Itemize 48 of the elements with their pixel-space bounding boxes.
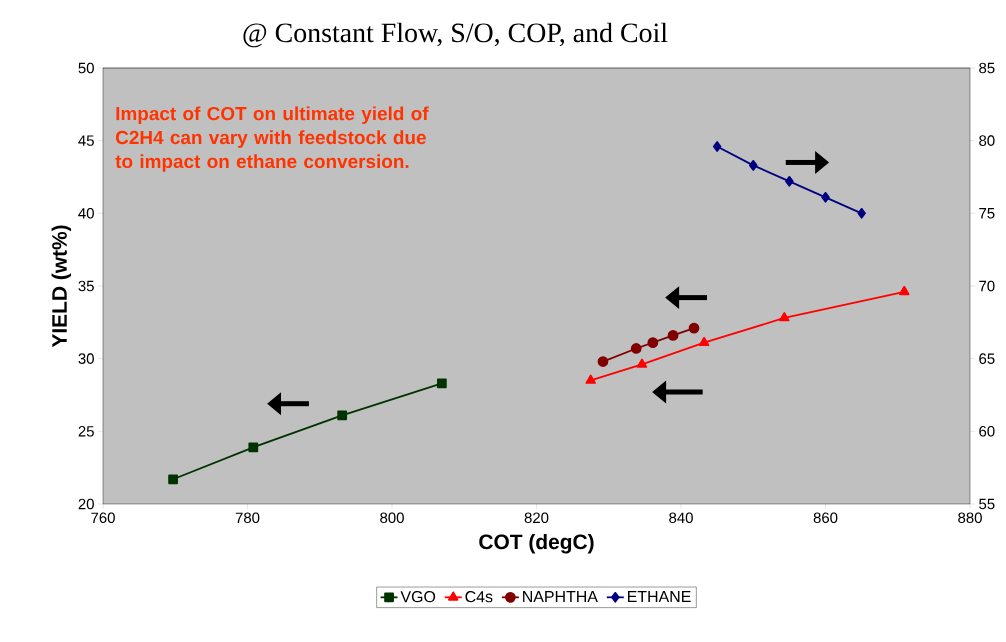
- y-tick-label: 30: [78, 353, 94, 364]
- point: [168, 474, 178, 485]
- x-tick-label: 840: [669, 512, 693, 524]
- y-tick-label: 40: [78, 208, 94, 219]
- point: [712, 141, 722, 152]
- y-tick-label: 45: [78, 135, 94, 146]
- x-tick-label: 760: [91, 512, 115, 524]
- point: [821, 191, 830, 203]
- chart-title: @ Constant Flow, S/O, COP, and Coil: [243, 22, 668, 48]
- legend-label: ETHANE: [628, 591, 691, 603]
- point: [785, 175, 794, 187]
- point: [688, 322, 700, 334]
- annotation: Impact of COT on ultimate yield of C2H4 can vary with feedstock due to impact on ethane conversion.: [115, 106, 429, 172]
- y2-tick-label: 60: [979, 426, 995, 437]
- point: [667, 330, 679, 341]
- point: [636, 358, 648, 368]
- y2-tick-label: 75: [979, 208, 995, 219]
- y2-tick-label: 85: [979, 62, 995, 74]
- point: [436, 378, 447, 389]
- x-tick-label: 780: [235, 512, 260, 524]
- point: [585, 374, 596, 384]
- point: [698, 336, 710, 347]
- x-tick-label: 800: [380, 512, 404, 524]
- point: [597, 356, 609, 367]
- point: [248, 442, 259, 453]
- y-tick-label: 20: [78, 498, 94, 510]
- point: [749, 159, 758, 171]
- x-tick-label: 880: [958, 512, 982, 524]
- point: [779, 312, 790, 322]
- point: [337, 410, 348, 421]
- y-tick-label: 35: [78, 280, 94, 292]
- y2-tick-label: 70: [979, 280, 995, 292]
- x-tick-label: 860: [813, 512, 838, 524]
- y-tick-label: 50: [78, 62, 94, 74]
- y2-tick-label: 80: [979, 135, 995, 146]
- y2-tick-label: 55: [979, 498, 995, 510]
- x-tick-label: 820: [524, 512, 549, 524]
- point: [857, 207, 866, 219]
- y-tick-label: 25: [78, 426, 94, 437]
- y-axis-title: YIELD (wt%): [51, 225, 72, 348]
- legend-label: VGO: [400, 591, 436, 603]
- point: [647, 337, 659, 349]
- y2-tick-label: 65: [979, 353, 995, 364]
- legend-label: C4s: [465, 591, 493, 603]
- legend-label: NAPHTHA: [523, 591, 598, 603]
- point: [630, 343, 642, 354]
- x-axis-title: COT (degC): [479, 533, 594, 554]
- point: [899, 285, 910, 296]
